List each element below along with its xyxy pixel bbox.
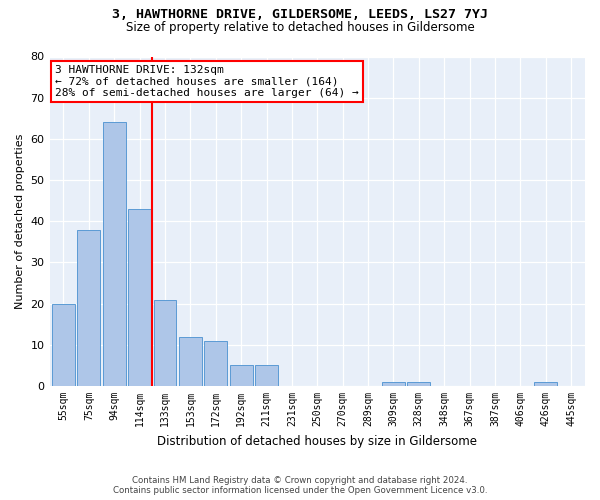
Text: Contains HM Land Registry data © Crown copyright and database right 2024.
Contai: Contains HM Land Registry data © Crown c… bbox=[113, 476, 487, 495]
Bar bbox=[230, 366, 253, 386]
Bar bbox=[205, 340, 227, 386]
Bar bbox=[407, 382, 430, 386]
Bar bbox=[52, 304, 75, 386]
Bar bbox=[128, 209, 151, 386]
Text: 3, HAWTHORNE DRIVE, GILDERSOME, LEEDS, LS27 7YJ: 3, HAWTHORNE DRIVE, GILDERSOME, LEEDS, L… bbox=[112, 8, 488, 20]
Bar bbox=[179, 336, 202, 386]
Bar bbox=[382, 382, 405, 386]
Y-axis label: Number of detached properties: Number of detached properties bbox=[15, 134, 25, 309]
Bar bbox=[255, 366, 278, 386]
Bar bbox=[534, 382, 557, 386]
Text: Size of property relative to detached houses in Gildersome: Size of property relative to detached ho… bbox=[125, 22, 475, 35]
X-axis label: Distribution of detached houses by size in Gildersome: Distribution of detached houses by size … bbox=[157, 434, 477, 448]
Bar bbox=[154, 300, 176, 386]
Text: 3 HAWTHORNE DRIVE: 132sqm
← 72% of detached houses are smaller (164)
28% of semi: 3 HAWTHORNE DRIVE: 132sqm ← 72% of detac… bbox=[55, 64, 359, 98]
Bar bbox=[103, 122, 125, 386]
Bar bbox=[77, 230, 100, 386]
